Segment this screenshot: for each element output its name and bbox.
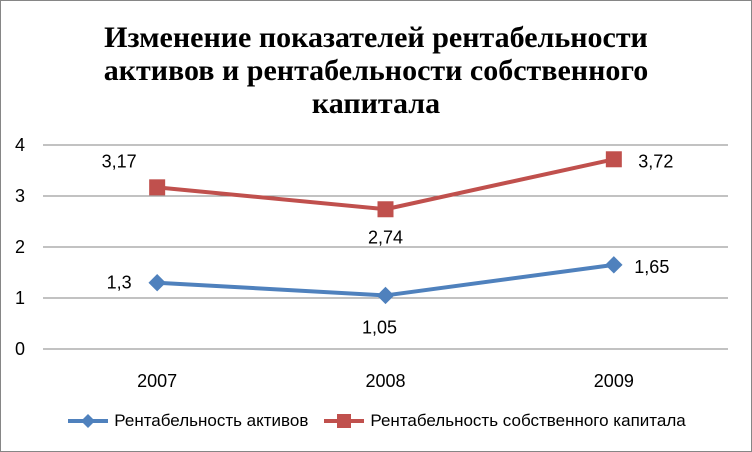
- data-point: [149, 179, 166, 196]
- y-tick-label: 2: [15, 237, 25, 257]
- legend-entry: Рентабельность собственного капитала: [322, 411, 686, 431]
- x-tick-label: 2009: [594, 371, 634, 391]
- y-tick-label: 4: [15, 135, 25, 155]
- legend-label: Рентабельность активов: [114, 411, 309, 430]
- y-tick-label: 0: [15, 339, 25, 359]
- x-tick-label: 2007: [137, 371, 177, 391]
- data-label: 1,65: [634, 257, 669, 277]
- data-label: 1,05: [362, 317, 397, 337]
- y-tick-label: 3: [15, 186, 25, 206]
- legend-swatch: [324, 414, 365, 428]
- data-label: 3,17: [102, 151, 137, 171]
- legend: Рентабельность активов Рентабельность соб…: [1, 407, 751, 435]
- legend-label: Рентабельность собственного капитала: [370, 411, 686, 430]
- data-label: 1,3: [107, 273, 132, 293]
- legend-entry: Рентабельность активов: [66, 411, 308, 431]
- y-tick-label: 1: [15, 288, 25, 308]
- data-point: [148, 273, 166, 292]
- data-label: 3,72: [638, 151, 673, 171]
- chart-title: Изменение показателей рентабельности акт…: [103, 21, 649, 120]
- legend-swatch: [68, 414, 109, 428]
- data-label: 2,74: [368, 227, 403, 247]
- data-point: [376, 286, 395, 305]
- data-point: [605, 151, 622, 168]
- x-tick-label: 2008: [365, 371, 405, 391]
- data-point: [377, 201, 394, 218]
- data-point: [605, 256, 623, 274]
